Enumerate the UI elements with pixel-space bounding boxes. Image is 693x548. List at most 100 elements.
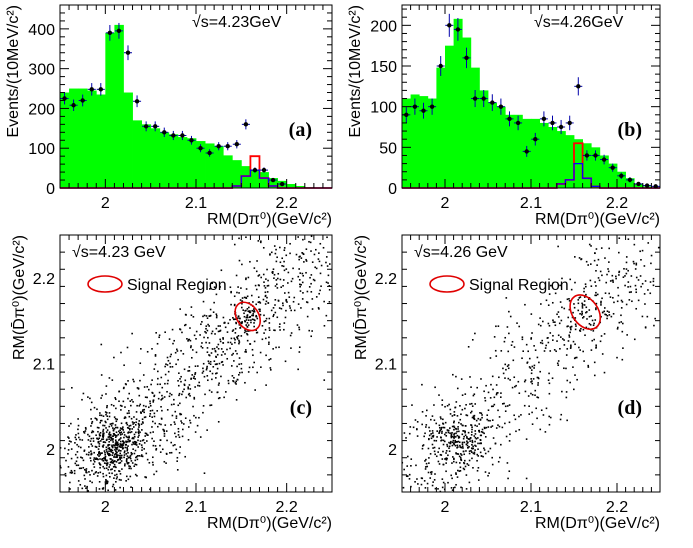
scatter-point xyxy=(618,274,620,276)
scatter-point xyxy=(428,457,430,459)
scatter-point xyxy=(584,283,587,285)
scatter-point xyxy=(178,372,180,374)
scatter-point xyxy=(111,427,114,429)
scatter-point xyxy=(566,298,569,301)
scatter-point xyxy=(252,311,255,313)
scatter-point xyxy=(587,366,590,368)
scatter-point xyxy=(115,477,118,480)
data-point xyxy=(550,120,555,126)
scatter-point xyxy=(589,324,592,326)
scatter-point xyxy=(303,261,305,263)
scatter-point xyxy=(184,455,187,458)
scatter-point xyxy=(234,318,236,321)
scatter-point xyxy=(253,308,255,310)
scatter-point xyxy=(487,450,490,453)
background-bar xyxy=(87,90,97,188)
scatter-point xyxy=(533,345,535,347)
scatter-point xyxy=(429,453,432,455)
scatter-point xyxy=(171,328,174,331)
scatter-point xyxy=(534,389,537,392)
scatter-point xyxy=(129,465,132,468)
scatter-point xyxy=(236,291,238,294)
scatter-point xyxy=(107,447,110,450)
scatter-point xyxy=(301,252,303,254)
scatter-point xyxy=(506,405,509,407)
scatter-point xyxy=(169,451,171,454)
scatter-point xyxy=(143,442,146,444)
scatter-point xyxy=(580,258,582,261)
scatter-point xyxy=(112,460,115,463)
scatter-point xyxy=(102,446,104,448)
scatter-point xyxy=(118,438,121,441)
scatter-point xyxy=(600,300,602,303)
scatter-point xyxy=(449,408,452,411)
scatter-point xyxy=(448,403,450,406)
scatter-point xyxy=(451,489,454,491)
scatter-point xyxy=(424,432,426,435)
scatter-point xyxy=(105,462,108,465)
scatter-point xyxy=(498,416,501,418)
scatter-point xyxy=(211,330,214,333)
scatter-point xyxy=(111,459,114,461)
scatter-point xyxy=(210,352,213,354)
scatter-point xyxy=(284,316,287,319)
scatter-point xyxy=(471,443,473,446)
scatter-point xyxy=(410,485,412,488)
scatter-point xyxy=(132,437,135,440)
scatter-point xyxy=(531,411,533,414)
scatter-point xyxy=(441,486,444,489)
scatter-point xyxy=(275,248,277,251)
scatter-point xyxy=(299,283,301,286)
scatter-point xyxy=(109,475,111,478)
scatter-point xyxy=(146,385,149,388)
scatter-point xyxy=(452,439,455,442)
scatter-point xyxy=(148,388,150,391)
scatter-point xyxy=(151,416,153,418)
scatter-point xyxy=(151,379,153,381)
scatter-point xyxy=(265,300,268,303)
scatter-point xyxy=(424,468,427,470)
scatter-point xyxy=(106,429,109,431)
y-axis-title: Events/(10MeV/c²) xyxy=(5,5,22,137)
scatter-point xyxy=(163,396,166,398)
background-bar xyxy=(141,124,152,188)
scatter-point xyxy=(612,281,614,283)
scatter-point xyxy=(574,323,577,326)
scatter-point xyxy=(140,454,143,456)
scatter-point xyxy=(460,454,463,456)
scatter-point xyxy=(108,431,111,434)
scatter-point xyxy=(67,449,70,451)
scatter-point xyxy=(587,364,590,367)
scatter-point xyxy=(555,350,557,353)
scatter-point xyxy=(292,267,294,270)
scatter-point xyxy=(152,464,154,466)
scatter-point xyxy=(102,472,104,475)
scatter-point xyxy=(93,473,95,475)
scatter-point xyxy=(290,309,293,312)
scatter-point xyxy=(106,451,109,454)
scatter-point xyxy=(90,431,93,434)
scatter-point xyxy=(617,286,619,289)
data-point xyxy=(610,165,615,170)
scatter-point xyxy=(506,326,509,328)
x-tick-label: 2.2 xyxy=(276,195,298,212)
scatter-point xyxy=(118,432,121,434)
scatter-point xyxy=(460,486,462,489)
scatter-point xyxy=(402,486,405,489)
scatter-point xyxy=(456,434,459,437)
scatter-point xyxy=(276,256,278,259)
scatter-point xyxy=(246,314,249,316)
scatter-point xyxy=(165,462,167,464)
scatter-point xyxy=(297,275,300,278)
scatter-point xyxy=(262,298,265,301)
scatter-point xyxy=(458,421,460,424)
scatter-point xyxy=(435,439,438,442)
scatter-point xyxy=(104,411,107,413)
scatter-point xyxy=(460,423,462,425)
scatter-point xyxy=(468,452,471,455)
scatter-point xyxy=(280,307,283,310)
scatter-point xyxy=(164,382,166,385)
scatter-point xyxy=(110,448,112,451)
scatter-point xyxy=(474,424,476,427)
scatter-point xyxy=(108,450,110,453)
